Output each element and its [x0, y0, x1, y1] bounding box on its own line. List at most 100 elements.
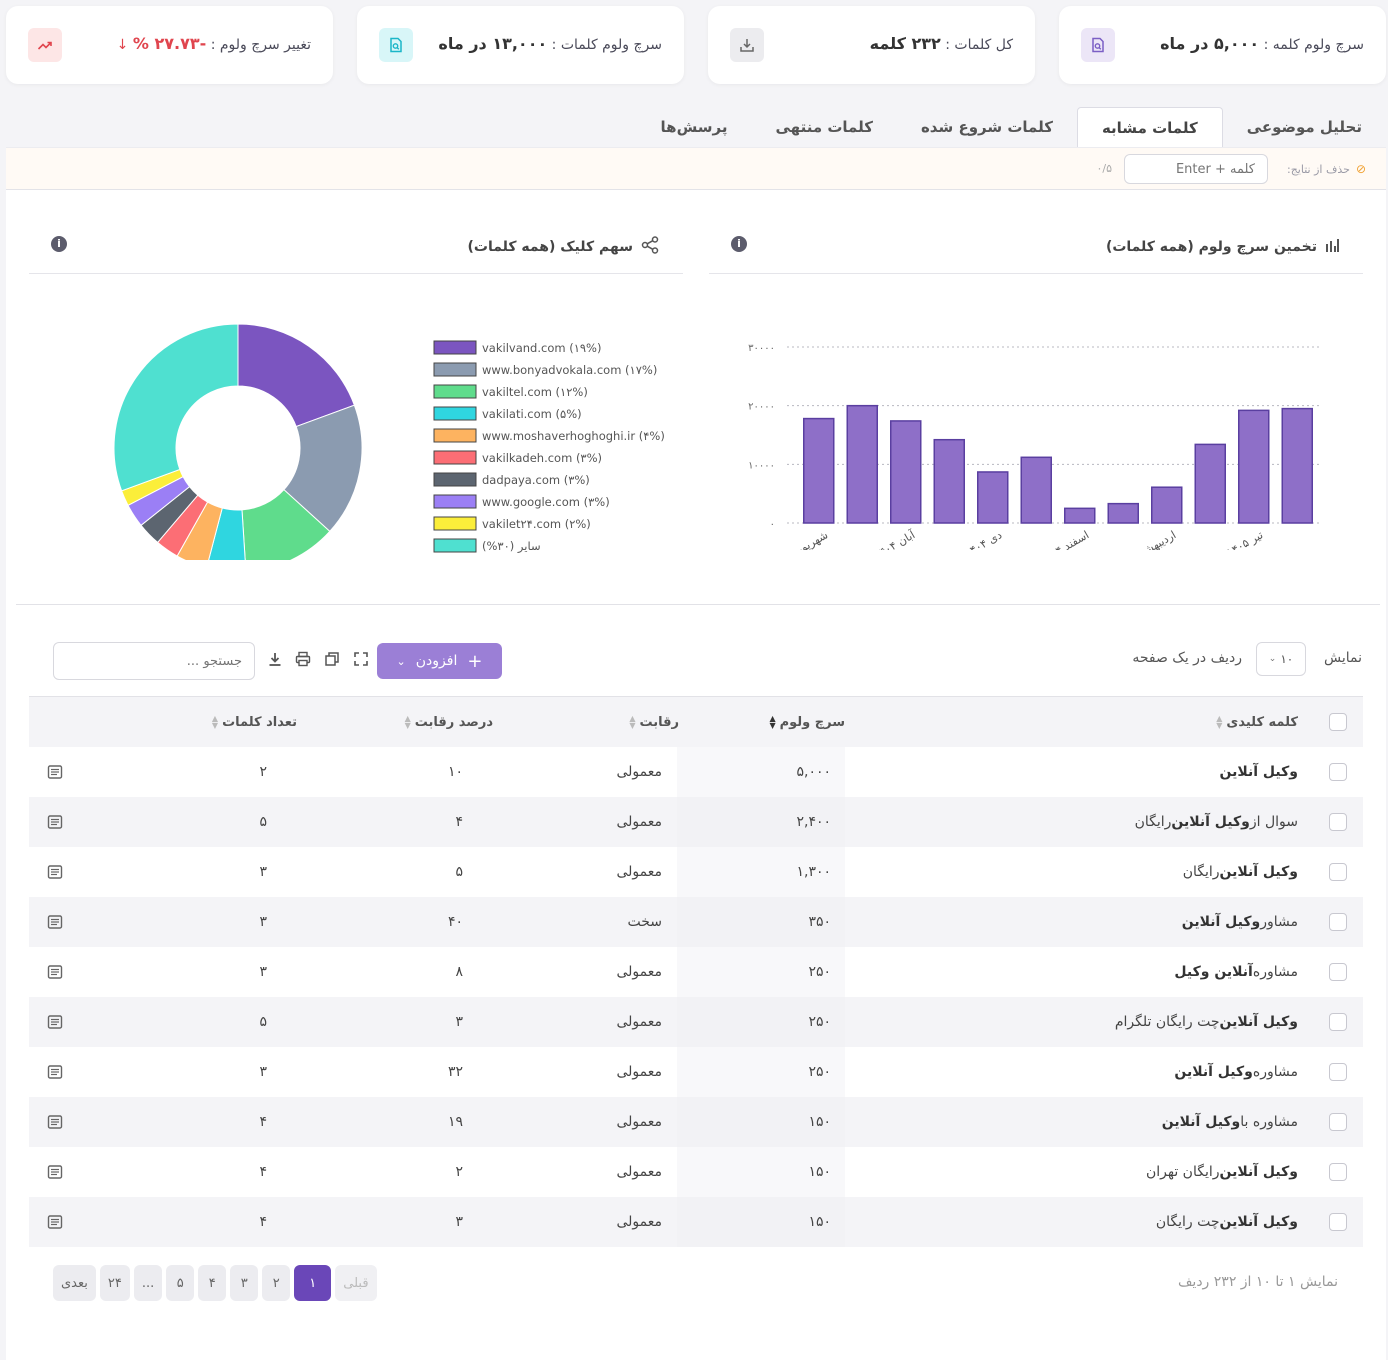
word-count-cell: ۴	[259, 1164, 267, 1180]
share-icon	[641, 235, 659, 258]
sort-icon: ▲ ▼	[1216, 714, 1223, 730]
info-icon[interactable]: i	[51, 236, 67, 252]
volume-bar	[1281, 407, 1313, 524]
keyword-cell[interactable]: وکیل آنلاین رایگان	[1182, 864, 1298, 880]
filter-bar: ⦸ حذف از نتایج: ۰/۵	[6, 147, 1386, 190]
keyword-cell[interactable]: مشاوره وکیل آنلاین	[1174, 1064, 1298, 1080]
header-volume[interactable]: سرچ ولوم ▲ ▼	[769, 714, 845, 730]
y-tick-label: ۱۰۰۰۰	[748, 460, 775, 471]
volume-column-bg	[677, 1047, 845, 1097]
legend-swatch	[433, 406, 477, 421]
legend-label: vakilkadeh.com (۳%)	[482, 451, 602, 465]
keyword-cell[interactable]: وکیل آنلاین	[1219, 764, 1298, 780]
stat-label: سرچ ولوم کلمات : ۱۳,۰۰۰ در ماه	[438, 34, 662, 53]
sort-desc-icon: ▲ ▼	[769, 714, 776, 730]
select-all-checkbox[interactable]	[1329, 697, 1347, 747]
table-row: وکیل آنلاین چت رایگان تلگرام ۲۵۰ معمولی ۳ ۵	[29, 997, 1363, 1047]
details-icon[interactable]	[47, 797, 63, 847]
legend-swatch	[433, 450, 477, 465]
page-button[interactable]: ...	[133, 1265, 163, 1301]
word-count-cell: ۳	[259, 964, 267, 980]
tab-2[interactable]: کلمات شروع شده	[920, 118, 1053, 136]
details-icon[interactable]	[47, 897, 63, 947]
keyword-cell[interactable]: سوال از وکیل آنلاین رایگان	[1134, 814, 1298, 830]
print-icon[interactable]	[295, 651, 311, 667]
fullscreen-icon[interactable]	[353, 651, 369, 667]
table-search-input[interactable]	[53, 642, 255, 680]
tab-3[interactable]: کلمات منتهی	[775, 118, 873, 136]
keyword-cell[interactable]: مشاوره آنلاین وکیل	[1174, 964, 1298, 980]
details-icon[interactable]	[47, 1047, 63, 1097]
legend-label: www.google.com (۳%)	[482, 495, 610, 509]
tab-1[interactable]: کلمات مشابه	[1076, 107, 1223, 147]
row-checkbox[interactable]	[1329, 1197, 1347, 1247]
page-button[interactable]: ۲	[262, 1265, 291, 1301]
details-icon[interactable]	[47, 1097, 63, 1147]
bar-chart-icon	[1325, 238, 1339, 256]
legend-label: vakilet۲۴.com (۲%)	[482, 517, 591, 531]
page-button[interactable]: ۴	[198, 1265, 227, 1301]
exclude-keyword-input[interactable]	[1124, 154, 1268, 184]
keyword-cell[interactable]: مشاوره با وکیل آنلاین	[1161, 1114, 1298, 1130]
stats-row: سرچ ولوم کلمه : ۵,۰۰۰ در ماه کل کلمات : ۲…	[6, 6, 1386, 84]
rows-per-page-select[interactable]: ⌄ ۱۰	[1256, 642, 1306, 676]
volume-column-bg	[677, 847, 845, 897]
keyword-cell[interactable]: مشاور وکیل آنلاین	[1181, 914, 1298, 930]
stat-value: ۵,۰۰۰ در ماه	[1160, 34, 1260, 53]
next-page-button[interactable]: بعدی	[53, 1265, 96, 1301]
row-checkbox[interactable]	[1329, 797, 1347, 847]
tabs-section: تحلیل موضوعی کلمات مشابه کلمات شروع شده کلم…	[6, 97, 1386, 190]
click-share-header: سهم کلیک (همه کلمات)	[29, 220, 683, 274]
keyword-cell[interactable]: وکیل آنلاین چت رایگان	[1155, 1214, 1298, 1230]
sort-icon: ▲ ▼	[404, 714, 411, 730]
header-competition-pct[interactable]: درصد رقابت ▲ ▼	[404, 714, 493, 730]
volume-bar	[890, 420, 922, 524]
keyword-cell[interactable]: وکیل آنلاین رایگان تهران	[1145, 1164, 1298, 1180]
rows-per-page-label: ردیف در یک صفحه	[1132, 650, 1242, 666]
page-button[interactable]: ۲۴	[99, 1265, 130, 1301]
donut-slice	[241, 488, 331, 560]
header-competition[interactable]: رقابت ▲ ▼	[629, 714, 679, 730]
volume-bar	[933, 438, 965, 524]
details-icon[interactable]	[47, 947, 63, 997]
stat-label: سرچ ولوم کلمه : ۵,۰۰۰ در ماه	[1160, 34, 1364, 53]
info-icon[interactable]: i	[731, 236, 747, 252]
keyword-cell[interactable]: وکیل آنلاین چت رایگان تلگرام	[1114, 1014, 1298, 1030]
volume-cell: ۱۵۰	[808, 1164, 831, 1180]
word-count-cell: ۳	[259, 864, 267, 880]
legend-label: vakilvand.com (۱۹%)	[482, 341, 601, 355]
row-checkbox[interactable]	[1329, 897, 1347, 947]
download-icon[interactable]	[267, 651, 283, 667]
header-word-count[interactable]: تعداد کلمات ▲ ▼	[211, 714, 297, 730]
details-icon[interactable]	[47, 1147, 63, 1197]
download-icon	[730, 28, 764, 62]
tab-0[interactable]: تحلیل موضوعی	[1246, 118, 1362, 136]
volume-column-bg	[677, 747, 845, 797]
copy-icon[interactable]	[324, 651, 340, 667]
row-checkbox[interactable]	[1329, 1097, 1347, 1147]
row-checkbox[interactable]	[1329, 747, 1347, 797]
row-checkbox[interactable]	[1329, 997, 1347, 1047]
row-checkbox[interactable]	[1329, 1147, 1347, 1197]
row-checkbox[interactable]	[1329, 947, 1347, 997]
x-tick-label: تیر ۱۴۰۵	[1224, 528, 1265, 550]
tab-4[interactable]: پرسش‌ها	[660, 118, 728, 136]
details-icon[interactable]	[47, 847, 63, 897]
prev-page-button[interactable]: قبلی	[335, 1265, 377, 1301]
add-button[interactable]: + افزودن ⌄	[377, 643, 502, 679]
competition-cell: سخت	[627, 914, 662, 930]
competition-cell: معمولی	[616, 764, 662, 780]
details-icon[interactable]	[47, 997, 63, 1047]
table-row: وکیل آنلاین چت رایگان ۱۵۰ معمولی ۳ ۴	[29, 1197, 1363, 1247]
tab-bar: تحلیل موضوعی کلمات مشابه کلمات شروع شده کلم…	[6, 97, 1386, 147]
header-keyword[interactable]: کلمه کلیدی ▲ ▼	[1216, 714, 1298, 730]
row-checkbox[interactable]	[1329, 1047, 1347, 1097]
details-icon[interactable]	[47, 747, 63, 797]
volume-cell: ۲,۴۰۰	[796, 814, 831, 830]
page-button[interactable]: ۳	[230, 1265, 259, 1301]
competition-cell: معمولی	[616, 964, 662, 980]
row-checkbox[interactable]	[1329, 847, 1347, 897]
page-button[interactable]: ۵	[166, 1265, 195, 1301]
page-button[interactable]: ۱	[294, 1265, 332, 1301]
details-icon[interactable]	[47, 1197, 63, 1247]
